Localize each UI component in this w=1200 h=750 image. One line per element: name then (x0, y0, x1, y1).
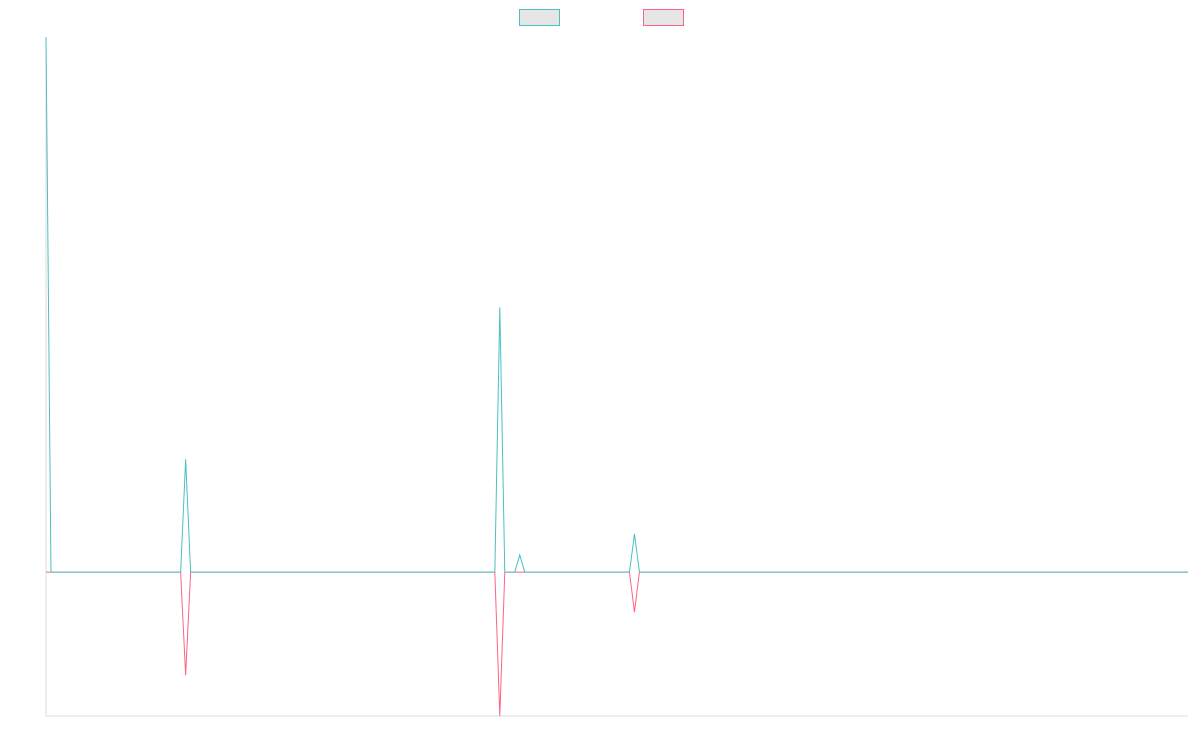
series-line (45, 36, 1188, 573)
legend-swatch[interactable] (519, 9, 560, 26)
legend-swatch[interactable] (643, 9, 684, 26)
series-line (46, 571, 1188, 717)
